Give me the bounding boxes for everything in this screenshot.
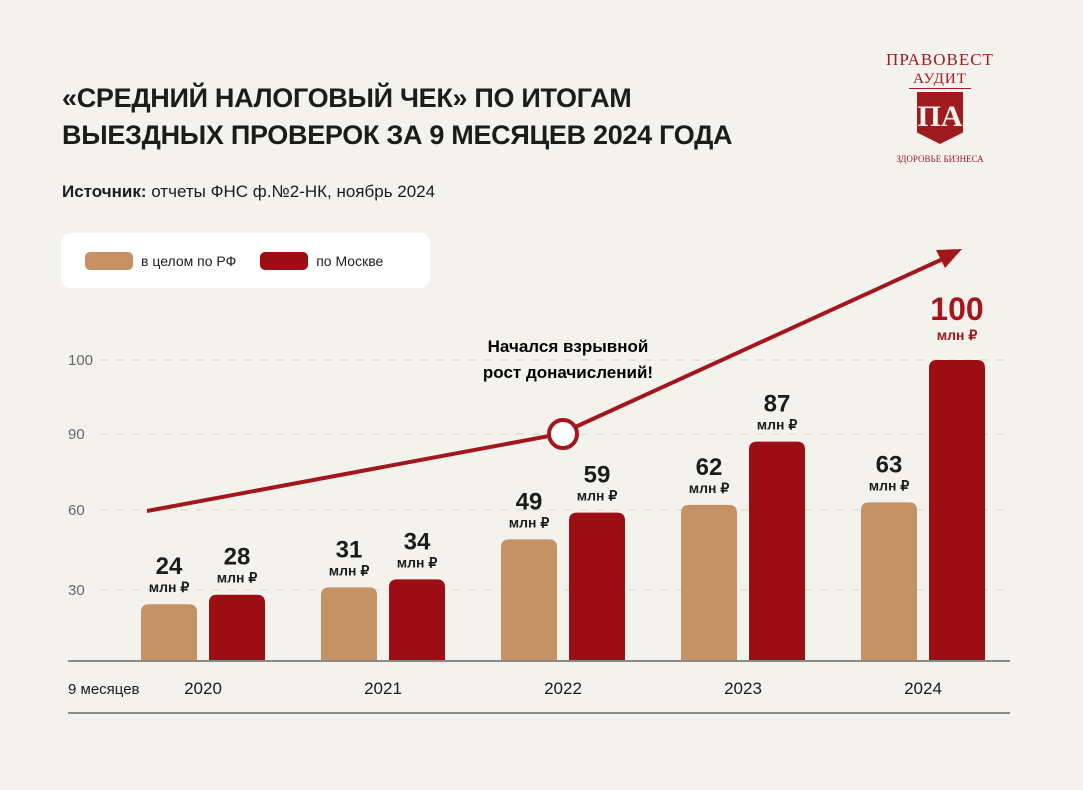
annotation-line-1: Начался взрывной: [488, 337, 649, 356]
data-label-unit: млн ₽: [509, 514, 550, 530]
source-note: Источник: отчеты ФНС ф.№2-НК, ноябрь 202…: [62, 182, 435, 202]
data-label-value: 100: [930, 291, 983, 327]
logo-shield-icon: ПА: [917, 92, 963, 144]
annotation-line-2: рост доначислений!: [483, 363, 653, 382]
bar-rf: [681, 504, 737, 661]
source-label: Источник:: [62, 182, 147, 201]
x-axis-label: 9 месяцев: [68, 681, 140, 698]
bar-rf: [321, 587, 377, 661]
x-tick-label: 2023: [724, 679, 762, 698]
data-label-unit: млн ₽: [869, 477, 910, 493]
data-label-unit: млн ₽: [937, 327, 978, 343]
data-label-unit: млн ₽: [329, 562, 370, 578]
bar-rf: [141, 604, 197, 661]
bar-moscow: [209, 594, 265, 661]
source-text: отчеты ФНС ф.№2-НК, ноябрь 2024: [146, 182, 436, 201]
legend-item-rf: в целом по РФ: [85, 251, 237, 270]
y-tick-label: 60: [68, 502, 85, 519]
data-label-value: 49: [516, 488, 543, 515]
x-tick-label: 2022: [544, 679, 582, 698]
bar-rf: [501, 539, 557, 661]
data-label-value: 87: [764, 391, 791, 418]
data-label-unit: млн ₽: [757, 417, 798, 433]
company-logo: ПРАВОВЕСТ АУДИТ ПА ЗДОРОВЬЕ БИЗНЕСА: [880, 50, 1000, 164]
data-label-unit: млн ₽: [397, 554, 438, 570]
data-label-value: 24: [156, 553, 183, 580]
data-label-value: 34: [404, 528, 431, 555]
inflection-marker: [547, 418, 579, 450]
data-label-value: 31: [336, 536, 363, 563]
title-line-2: ВЫЕЗДНЫХ ПРОВЕРОК ЗА 9 МЕСЯЦЕВ 2024 ГОДА: [62, 120, 733, 150]
title-line-1: «СРЕДНИЙ НАЛОГОВЫЙ ЧЕК» ПО ИТОГАМ: [62, 83, 632, 113]
legend-swatch-moscow: [260, 251, 309, 270]
data-label-unit: млн ₽: [577, 488, 618, 504]
data-label-unit: млн ₽: [217, 570, 258, 586]
bar-moscow: [749, 441, 805, 661]
logo-tagline: ЗДОРОВЬЕ БИЗНЕСА: [896, 154, 984, 164]
data-label-value: 28: [224, 544, 251, 571]
bar-moscow: [389, 579, 445, 661]
y-tick-label: 100: [68, 352, 93, 369]
bar-rf: [861, 502, 917, 661]
data-label-value: 62: [696, 454, 723, 481]
legend-swatch-rf: [85, 251, 133, 270]
x-tick-label: 2024: [904, 679, 942, 698]
data-label-value: 63: [876, 451, 903, 478]
legend-item-moscow: по Москве: [260, 251, 384, 270]
y-tick-label: 90: [68, 426, 85, 443]
logo-name-top: ПРАВОВЕСТ: [886, 50, 994, 69]
bar-moscow: [929, 360, 985, 661]
growth-arrow: [146, 249, 962, 513]
y-tick-label: 30: [68, 582, 85, 599]
legend-label-rf: в целом по РФ: [141, 252, 237, 269]
logo-name-bottom: АУДИТ: [909, 71, 971, 89]
arrow-head-icon: [936, 249, 962, 268]
bar-moscow: [569, 512, 625, 661]
x-tick-label: 2021: [364, 679, 402, 698]
page-title: «СРЕДНИЙ НАЛОГОВЫЙ ЧЕК» ПО ИТОГАМ ВЫЕЗДН…: [62, 80, 733, 154]
growth-arrow-line: [146, 256, 946, 513]
legend: в целом по РФ по Москве: [61, 233, 430, 288]
data-label-unit: млн ₽: [149, 579, 190, 595]
legend-label-moscow: по Москве: [316, 252, 384, 269]
x-tick-label: 2020: [184, 679, 222, 698]
data-label-unit: млн ₽: [689, 480, 730, 496]
data-label-value: 59: [584, 462, 611, 489]
